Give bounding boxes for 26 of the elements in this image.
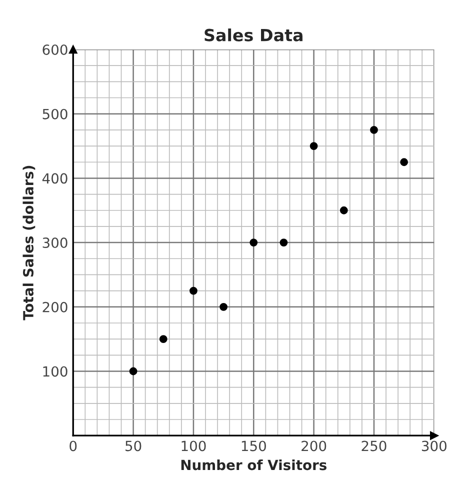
chart-title: Sales Data <box>204 28 302 42</box>
y-axis-title: Total Sales (dollars) <box>22 166 36 320</box>
x-tick-label: 250 <box>362 440 386 452</box>
point <box>340 206 348 214</box>
y-tick-label: 100 <box>43 366 68 377</box>
point <box>280 238 288 246</box>
x-tick-label: 100 <box>182 440 206 452</box>
point <box>190 286 198 295</box>
x-tick-label: 0 <box>70 440 77 452</box>
point <box>159 335 168 344</box>
point <box>370 126 378 134</box>
y-tick-label: 300 <box>42 238 68 248</box>
x-tick-label: 300 <box>422 440 446 452</box>
y-tick-label: 200 <box>42 302 68 312</box>
point <box>310 142 318 150</box>
x-tick-label: 150 <box>242 440 266 452</box>
point <box>220 302 228 311</box>
x-tick-label: 50 <box>126 440 142 452</box>
point <box>250 238 258 246</box>
y-tick-label: 500 <box>42 108 68 120</box>
x-axis-title: Number of Visitors <box>181 459 326 470</box>
x-tick-label: 200 <box>302 440 326 452</box>
point <box>129 367 138 376</box>
point <box>400 158 408 166</box>
y-tick-label: 600 <box>42 44 68 55</box>
y-tick-label: 400 <box>42 173 68 184</box>
